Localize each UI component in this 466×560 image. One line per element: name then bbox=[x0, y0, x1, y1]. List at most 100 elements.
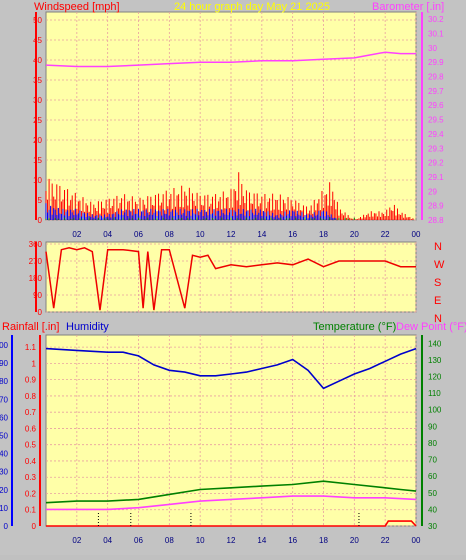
baro-y-tick: 29.3 bbox=[428, 144, 444, 153]
baro-y-tick: 29.1 bbox=[428, 173, 444, 182]
dewpoint-title: Dew Point (°F) bbox=[396, 321, 466, 333]
baro-y-tick: 29.4 bbox=[428, 130, 444, 139]
dewpoint-line bbox=[46, 495, 417, 511]
baro-y-tick: 29.5 bbox=[428, 116, 444, 125]
wind-y-tick: 30 bbox=[33, 96, 42, 105]
baro-y-tick: 29.8 bbox=[428, 73, 444, 82]
x-tick-label: 00 bbox=[412, 536, 421, 545]
temp-y-tick: 120 bbox=[428, 373, 442, 382]
x-tick-label: 12 bbox=[227, 230, 236, 239]
rain-y-tick: 0.5 bbox=[25, 441, 37, 450]
baro-y-tick: 30.1 bbox=[428, 30, 444, 39]
compass-label: S bbox=[434, 277, 441, 289]
x-tick-label: 20 bbox=[350, 536, 359, 545]
compass-label: N bbox=[434, 241, 442, 253]
x-tick-label: 00 bbox=[412, 230, 421, 239]
wind-y-tick: 5 bbox=[38, 196, 43, 205]
humidity-y-tick: 20 bbox=[0, 486, 9, 495]
rain-y-tick: 1.1 bbox=[25, 343, 37, 352]
rain-y-tick: 0.6 bbox=[25, 424, 37, 433]
temp-y-tick: 40 bbox=[428, 505, 437, 514]
date-title: 24 hour graph day May 21 2025 bbox=[174, 1, 330, 13]
temp-y-tick: 60 bbox=[428, 472, 437, 481]
x-tick-label: 18 bbox=[319, 230, 328, 239]
x-tick-label: 08 bbox=[165, 536, 174, 545]
wind-y-tick: 50 bbox=[33, 16, 42, 25]
x-tick-label: 06 bbox=[134, 230, 143, 239]
wind-y-tick: 0 bbox=[38, 216, 43, 225]
compass-label: E bbox=[434, 295, 441, 307]
x-tick-label: 22 bbox=[381, 536, 390, 545]
humidity-y-tick: 80 bbox=[0, 377, 9, 386]
rain-y-tick: 0.7 bbox=[25, 408, 37, 417]
x-tick-label: 16 bbox=[288, 230, 297, 239]
rain-y-tick: 0 bbox=[32, 522, 37, 531]
baro-y-tick: 29.6 bbox=[428, 101, 444, 110]
humidity-title: Humidity bbox=[66, 321, 109, 333]
baro-y-tick: 30.2 bbox=[428, 15, 444, 24]
temp-y-tick: 90 bbox=[428, 422, 437, 431]
direction-line bbox=[45, 247, 416, 311]
data-marks bbox=[45, 51, 417, 527]
rainfall-title: Rainfall [.in] bbox=[2, 321, 59, 333]
wind-y-tick: 10 bbox=[33, 176, 42, 185]
compass-label: N bbox=[434, 313, 442, 325]
temperature-line bbox=[45, 480, 417, 504]
temp-y-tick: 70 bbox=[428, 456, 437, 465]
x-tick-label: 14 bbox=[257, 536, 266, 545]
windspeed-title: Windspeed [mph] bbox=[34, 1, 120, 13]
rain-y-tick: 1 bbox=[32, 359, 37, 368]
rain-y-tick: 0.1 bbox=[25, 506, 37, 515]
humidity-line bbox=[45, 347, 417, 390]
rain-y-tick: 0.3 bbox=[25, 473, 37, 482]
direction-y-tick: 180 bbox=[29, 274, 43, 283]
direction-y-tick: 270 bbox=[29, 257, 43, 266]
baro-y-tick: 29.2 bbox=[428, 159, 444, 168]
humidity-y-tick: 50 bbox=[0, 432, 9, 441]
humidity-y-tick: 70 bbox=[0, 395, 9, 404]
humidity-y-tick: 40 bbox=[0, 450, 9, 459]
temp-y-tick: 110 bbox=[428, 389, 441, 398]
wind-y-tick: 15 bbox=[33, 156, 42, 165]
temp-y-tick: 30 bbox=[428, 522, 437, 531]
humidity-y-tick: 100 bbox=[0, 341, 9, 350]
rain-y-tick: 0.2 bbox=[25, 489, 37, 498]
x-tick-label: 22 bbox=[381, 230, 390, 239]
x-tick-label: 14 bbox=[257, 230, 266, 239]
humidity-y-tick: 60 bbox=[0, 413, 9, 422]
baro-y-tick: 30 bbox=[428, 44, 437, 53]
direction-y-tick: 360 bbox=[29, 240, 43, 249]
compass-label: W bbox=[434, 259, 445, 271]
direction-y-tick: 0 bbox=[38, 308, 43, 317]
baro-y-tick: 29.9 bbox=[428, 58, 444, 67]
rain-y-tick: 0.4 bbox=[25, 457, 37, 466]
humidity-y-tick: 0 bbox=[4, 522, 9, 531]
rain-y-tick: 0.9 bbox=[25, 376, 37, 385]
temp-y-tick: 50 bbox=[428, 489, 437, 498]
temp-y-tick: 140 bbox=[428, 339, 442, 348]
humidity-y-tick: 30 bbox=[0, 468, 9, 477]
temp-y-tick: 130 bbox=[428, 356, 442, 365]
baro-y-tick: 29.7 bbox=[428, 87, 444, 96]
baro-y-tick: 28.8 bbox=[428, 216, 444, 225]
baro-y-tick: 29 bbox=[428, 187, 437, 196]
x-tick-label: 10 bbox=[196, 536, 205, 545]
baro-y-tick: 28.9 bbox=[428, 202, 444, 211]
temp-y-tick: 100 bbox=[428, 406, 442, 415]
x-tick-label: 02 bbox=[72, 230, 81, 239]
x-tick-label: 02 bbox=[72, 536, 81, 545]
x-tick-label: 16 bbox=[288, 536, 297, 545]
x-tick-label: 20 bbox=[350, 230, 359, 239]
barometer-line bbox=[45, 51, 416, 68]
x-tick-label: 04 bbox=[103, 230, 112, 239]
humidity-y-tick: 10 bbox=[0, 504, 9, 513]
rain-y-tick: 0.8 bbox=[25, 392, 37, 401]
temp-y-tick: 80 bbox=[428, 439, 437, 448]
temperature-title: Temperature (°F) bbox=[313, 321, 396, 333]
x-tick-label: 10 bbox=[196, 230, 205, 239]
x-tick-label: 08 bbox=[165, 230, 174, 239]
wind-y-tick: 20 bbox=[33, 136, 42, 145]
